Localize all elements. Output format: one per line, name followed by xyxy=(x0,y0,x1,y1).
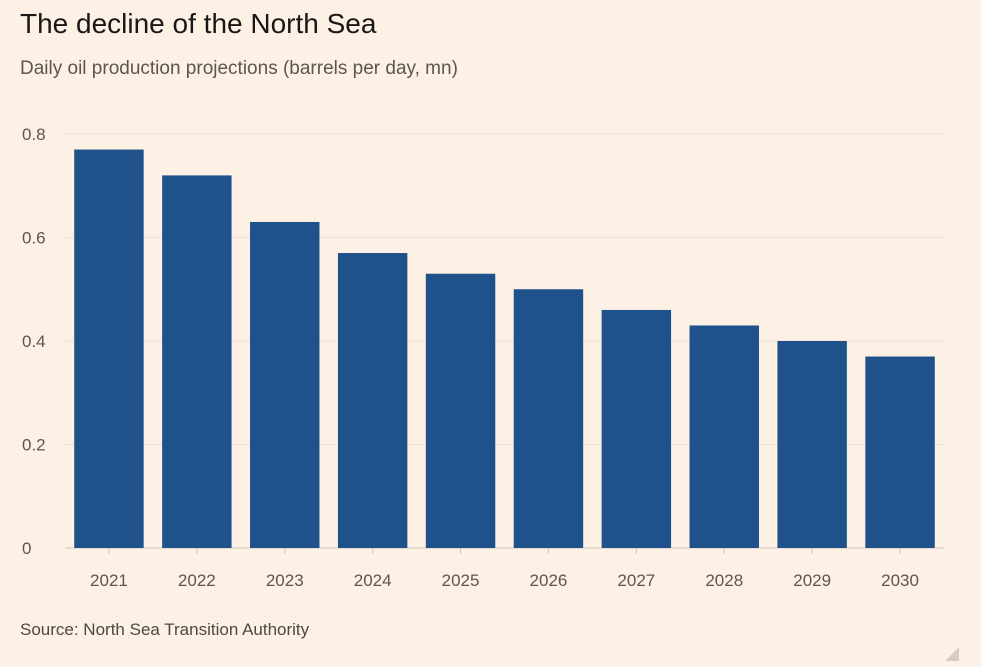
x-tick-label: 2022 xyxy=(178,571,216,590)
y-tick-label: 0.8 xyxy=(22,125,46,144)
x-tick-label: 2026 xyxy=(530,571,568,590)
x-axis-ticks: 2021 2022 2023 2024 2025 2026 2027 2028 2029 2030 xyxy=(90,548,919,590)
resize-corner-icon xyxy=(945,647,959,661)
source-note: Source: North Sea Transition Authority xyxy=(20,620,310,639)
bar-2025 xyxy=(425,273,496,548)
y-tick-label: 0 xyxy=(22,539,31,558)
bars xyxy=(74,149,935,548)
bar-2024 xyxy=(337,253,408,548)
x-tick-label: 2024 xyxy=(354,571,392,590)
chart-title: The decline of the North Sea xyxy=(20,8,377,39)
bar-2021 xyxy=(74,149,144,548)
x-tick-label: 2028 xyxy=(705,571,743,590)
bar-2022 xyxy=(162,175,232,548)
x-tick-label: 2030 xyxy=(881,571,919,590)
bar-2023 xyxy=(250,221,320,548)
y-tick-label: 0.4 xyxy=(22,332,46,351)
bar-2029 xyxy=(777,341,847,548)
y-tick-label: 0.2 xyxy=(22,436,46,455)
bar-2026 xyxy=(513,289,584,548)
x-tick-label: 2021 xyxy=(90,571,128,590)
chart-subtitle: Daily oil production projections (barrel… xyxy=(20,58,458,79)
x-tick-label: 2029 xyxy=(793,571,831,590)
bar-2030 xyxy=(865,356,935,548)
bar-2028 xyxy=(689,325,759,548)
y-tick-label: 0.6 xyxy=(22,229,46,248)
x-tick-label: 2025 xyxy=(442,571,480,590)
x-tick-label: 2023 xyxy=(266,571,304,590)
x-tick-label: 2027 xyxy=(617,571,655,590)
y-axis-ticks: 0 0.2 0.4 0.6 0.8 xyxy=(22,125,46,558)
bar-2027 xyxy=(601,309,672,548)
